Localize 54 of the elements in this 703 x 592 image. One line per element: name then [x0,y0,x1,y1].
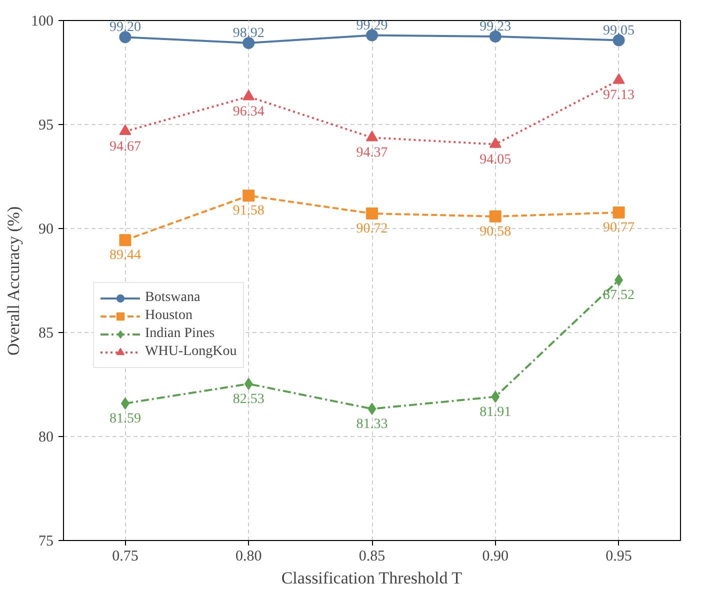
point [366,130,378,142]
legend-label: Indian Pines [145,325,215,343]
data-label: 90.72 [356,222,388,237]
x-tick-label: 0.85 [358,548,386,564]
point [491,390,500,403]
data-label: 87.52 [603,288,635,304]
y-axis-title: Overall Accuracy (%) [4,206,23,356]
data-label: 94.37 [356,146,388,161]
point [368,402,376,415]
x-tick-label: 0.75 [112,548,138,564]
data-label: 90.77 [603,220,635,236]
data-label: 82.53 [232,392,264,407]
data-label: 91.58 [232,204,264,219]
point [244,378,253,390]
x-tick-label: 0.80 [235,548,262,564]
data-label: 94.67 [109,139,141,154]
x-tick-label: 0.90 [482,548,509,564]
data-label: 96.34 [232,104,264,120]
point [366,208,378,220]
point [119,124,132,136]
y-tick-label: 90 [38,222,54,238]
y-tick-label: 80 [38,430,54,446]
point [612,73,625,84]
data-label: 99.20 [109,20,141,36]
y-tick-label: 95 [38,118,54,134]
data-label: 90.58 [480,224,512,240]
legend-label: Houston [145,307,192,325]
point [119,31,132,44]
data-label: 81.59 [109,411,141,426]
point [612,34,625,46]
point [489,30,502,43]
point [242,90,255,100]
data-label: 99.23 [480,20,512,35]
x-tick-label: 0.95 [606,548,632,564]
point [612,206,625,218]
legend-label: Botswana [145,289,200,307]
data-label: 81.91 [480,404,512,420]
legend-label: WHU-LongKou [145,343,237,361]
data-label: 81.33 [356,416,388,432]
point [489,210,502,222]
data-label: 97.13 [603,88,635,104]
point [489,137,502,148]
point [119,234,132,246]
data-label: 89.44 [109,248,141,264]
point [242,190,255,202]
point [366,29,378,42]
x-axis-title: Classification Threshold T [281,568,463,588]
data-label: 94.05 [480,152,512,168]
y-tick-label: 100 [31,14,54,30]
y-tick-label: 75 [38,534,54,550]
point [242,36,255,49]
data-label: 98.92 [232,26,264,41]
data-label: 99.05 [603,23,635,38]
y-tick-label: 85 [38,326,54,342]
